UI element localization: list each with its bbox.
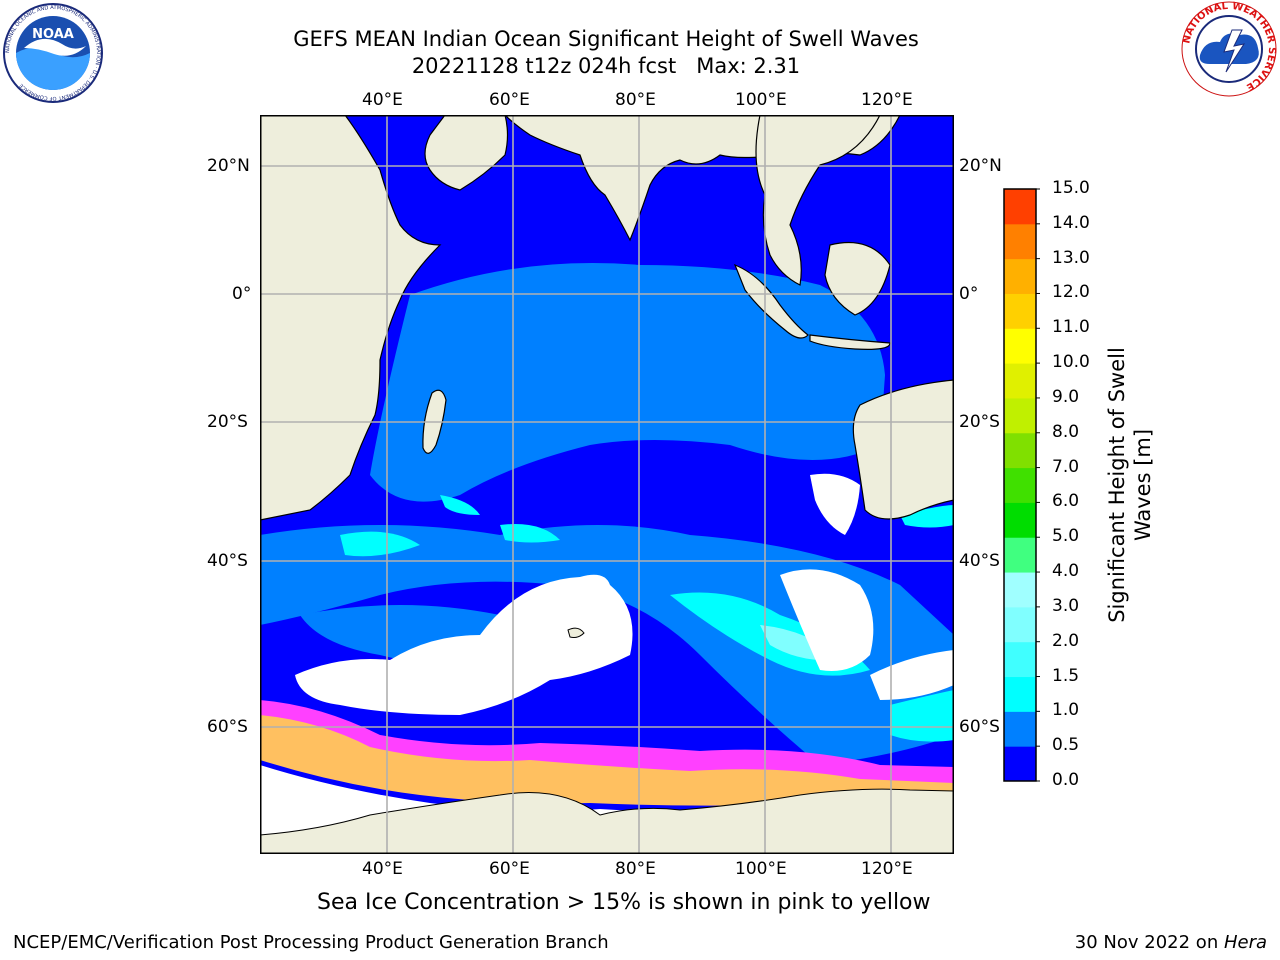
colorbar-tick-label: 0.5	[1052, 735, 1080, 756]
map-gridlines	[260, 115, 954, 854]
colorbar-label-line2: Waves [m]	[1131, 428, 1155, 542]
noaa-logo: NOAA NATIONAL OCEANIC AND ATMOSPHERIC AD…	[3, 3, 103, 103]
lat-tick-right: 40°S	[959, 551, 1000, 571]
colorbar	[1003, 188, 1040, 782]
lat-tick-right: 60°S	[959, 717, 1000, 737]
colorbar-segment	[1004, 258, 1036, 294]
colorbar-tick-label: 7.0	[1052, 456, 1080, 477]
swell-band-1.0-1.5	[900, 505, 954, 528]
colorbar-segment	[1004, 223, 1036, 260]
colorbar-tick-label: 10.0	[1052, 352, 1090, 373]
sea-ice-region	[295, 574, 633, 715]
colorbar-tick-label: 14.0	[1052, 212, 1090, 233]
footer-date: 30 Nov 2022 on	[1074, 932, 1224, 953]
map-title: GEFS MEAN Indian Ocean Significant Heigh…	[293, 27, 919, 51]
arabia-land	[424, 115, 509, 191]
colorbar-tick-label: 1.5	[1052, 665, 1080, 686]
sea-ice-region	[780, 569, 874, 671]
sea-ice-region	[810, 473, 860, 535]
swell-height-map	[260, 115, 954, 854]
colorbar-segment	[1004, 676, 1036, 712]
lon-tick-top: 100°E	[735, 90, 787, 110]
colorbar-segment	[1004, 467, 1036, 503]
colorbar-segment	[1004, 572, 1036, 608]
nws-logo: NATIONAL WEATHER SERVICE	[1181, 1, 1277, 97]
colorbar-tick-label: 15.0	[1052, 178, 1090, 198]
sea-ice-caption: Sea Ice Concentration > 15% is shown in …	[317, 890, 931, 915]
colorbar-segment	[1004, 397, 1036, 434]
lon-tick-bottom: 120°E	[861, 859, 913, 879]
colorbar-segment	[1004, 746, 1036, 782]
lon-tick-bottom: 100°E	[735, 859, 787, 879]
lat-tick-right: 0°	[959, 284, 979, 304]
colorbar-frame	[1003, 188, 1037, 782]
noaa-logo-text: NOAA	[32, 27, 74, 42]
colorbar-tick-label: 4.0	[1052, 561, 1080, 582]
lat-tick-left: 20°N	[207, 156, 250, 176]
lon-tick-top: 80°E	[615, 90, 656, 110]
lon-tick-bottom: 80°E	[615, 859, 656, 879]
colorbar-tick-label: 1.0	[1052, 700, 1080, 721]
colorbar-tick-label: 8.0	[1052, 421, 1080, 442]
colorbar-tick-label: 12.0	[1052, 282, 1090, 303]
borneo-land	[824, 241, 891, 316]
lat-tick-right: 20°S	[959, 412, 1000, 432]
colorbar-tick-label: 5.0	[1052, 526, 1080, 547]
sumatra-land	[733, 263, 809, 339]
map-subtitle: 20221128 t12z 024h fcst Max: 2.31	[411, 54, 801, 78]
swell-band-1.0-1.5	[340, 531, 420, 557]
colorbar-tick-label: 6.0	[1052, 491, 1080, 512]
swell-band-1.0-1.5	[890, 690, 954, 742]
lon-tick-top: 120°E	[861, 90, 913, 110]
lat-tick-left: 20°S	[207, 412, 248, 432]
colorbar-segment	[1004, 328, 1036, 364]
colorbar-tick-label: 0.0	[1052, 770, 1080, 790]
colorbar-segment	[1004, 293, 1036, 329]
africa-land	[260, 115, 442, 521]
lat-tick-left: 0°	[232, 284, 252, 304]
colorbar-segment	[1004, 641, 1036, 678]
swell-band-0.5-1.0	[260, 525, 954, 765]
colorbar-tick-label: 13.0	[1052, 247, 1090, 268]
colorbar-tick-label: 3.0	[1052, 595, 1080, 616]
colorbar-tick-label: 2.0	[1052, 630, 1080, 651]
footer-host: Hera	[1223, 932, 1267, 953]
colorbar-segment	[1004, 363, 1036, 399]
colorbar-tick-label: 11.0	[1052, 317, 1090, 338]
colorbar-segment	[1004, 189, 1036, 225]
swell-band-1.0-1.5	[440, 495, 480, 515]
lon-tick-top: 40°E	[362, 90, 403, 110]
lat-tick-left: 40°S	[207, 551, 248, 571]
colorbar-segment	[1004, 537, 1036, 573]
lon-tick-top: 60°E	[489, 90, 530, 110]
swell-band-0.5-1.0	[370, 263, 885, 502]
colorbar-segment	[1004, 711, 1036, 747]
map-frame	[260, 115, 954, 854]
colorbar-tick-label: 9.0	[1052, 386, 1080, 407]
java-land	[809, 334, 891, 350]
colorbar-segment	[1004, 432, 1036, 469]
australia-land	[852, 379, 954, 520]
lon-tick-bottom: 40°E	[362, 859, 403, 879]
lon-tick-bottom: 60°E	[489, 859, 530, 879]
sea-ice-fringe	[260, 715, 954, 806]
antarctica-land	[260, 788, 954, 854]
colorbar-segment	[1004, 606, 1036, 643]
lat-tick-left: 60°S	[207, 717, 248, 737]
colorbar-label: Significant Height of Swell Waves [m]	[1104, 347, 1156, 623]
swell-band-1.0-1.5	[500, 524, 560, 543]
colorbar-segment	[1004, 502, 1036, 538]
colorbar-label-line1: Significant Height of Swell	[1105, 347, 1129, 623]
lat-tick-right: 20°N	[959, 156, 1002, 176]
footer-left: NCEP/EMC/Verification Post Processing Pr…	[13, 932, 609, 953]
footer-right: 30 Nov 2022 on Hera	[1075, 932, 1267, 953]
island-land	[567, 627, 585, 638]
